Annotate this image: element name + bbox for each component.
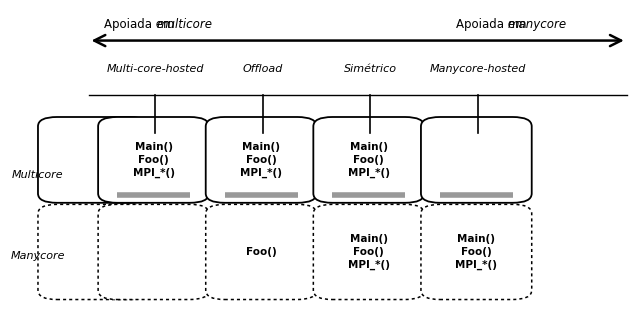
Text: Simétrico: Simétrico [344,64,397,74]
Text: Offload: Offload [242,64,283,74]
Text: Manycore-hosted: Manycore-hosted [430,64,526,74]
Text: Foo(): Foo() [246,247,277,257]
Text: Multicore: Multicore [12,170,64,180]
FancyBboxPatch shape [206,204,316,300]
Text: Apoiada em: Apoiada em [104,18,179,31]
Text: Main()
Foo()
MPI_*(): Main() Foo() MPI_*() [132,142,175,178]
FancyBboxPatch shape [313,204,424,300]
Text: Main()
Foo()
MPI_*(): Main() Foo() MPI_*() [455,234,498,270]
Text: Manycore: Manycore [11,251,65,261]
FancyBboxPatch shape [421,204,532,300]
FancyBboxPatch shape [313,117,424,203]
FancyBboxPatch shape [38,204,149,300]
Text: Main()
Foo()
MPI_*(): Main() Foo() MPI_*() [240,142,282,178]
FancyBboxPatch shape [38,117,149,203]
FancyBboxPatch shape [421,117,532,203]
FancyBboxPatch shape [98,117,209,203]
FancyBboxPatch shape [206,117,316,203]
Text: Multi-core-hosted: Multi-core-hosted [106,64,204,74]
Text: Main()
Foo()
MPI_*(): Main() Foo() MPI_*() [348,142,390,178]
Text: multicore: multicore [156,18,212,31]
Text: Main()
Foo()
MPI_*(): Main() Foo() MPI_*() [348,234,390,270]
Text: Apoiada em: Apoiada em [456,18,530,31]
Text: manycore: manycore [508,18,567,31]
FancyBboxPatch shape [98,204,209,300]
